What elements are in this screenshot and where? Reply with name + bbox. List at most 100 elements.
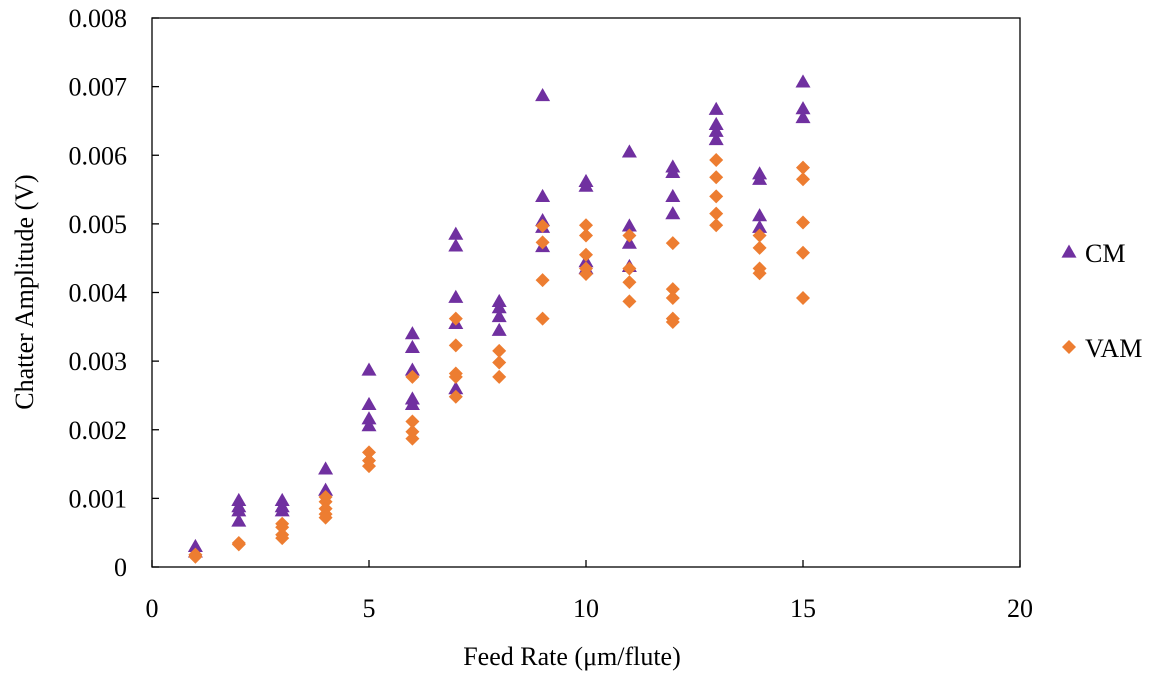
data-point-cm <box>274 503 290 517</box>
data-point-vam <box>622 228 637 243</box>
data-point-vam <box>665 290 680 305</box>
data-point-vam <box>362 445 376 460</box>
data-point-cm <box>708 116 724 130</box>
data-point-vam <box>665 282 680 297</box>
data-point-vam <box>796 245 810 260</box>
data-point-vam <box>492 355 507 370</box>
data-point-vam <box>492 343 507 358</box>
y-tick-label: 0.005 <box>69 210 128 239</box>
data-point-vam <box>492 369 507 384</box>
data-point-cm <box>448 381 464 395</box>
data-point-vam <box>665 315 680 330</box>
data-point-vam <box>579 228 593 243</box>
legend-item-vam: VAM <box>1062 334 1142 363</box>
data-point-vam <box>709 218 724 233</box>
x-tick-label: 10 <box>573 594 599 623</box>
data-point-cm <box>404 326 420 340</box>
data-point-vam <box>535 311 550 326</box>
data-point-cm <box>361 411 377 425</box>
data-point-vam <box>535 235 550 250</box>
x-tick-label: 15 <box>790 594 816 623</box>
data-point-vam <box>362 459 376 474</box>
y-axis-ticks: 0 0.001 0.002 0.003 0.004 0.005 0.006 0.007 0.00… <box>69 4 159 582</box>
data-point-cm <box>361 396 377 410</box>
data-point-cm <box>448 289 464 303</box>
data-point-cm <box>665 206 681 220</box>
y-tick-label: 0.007 <box>69 73 128 102</box>
series-vam <box>188 153 810 564</box>
data-point-vam <box>318 510 333 525</box>
data-point-vam <box>231 537 246 552</box>
data-point-vam <box>535 273 550 288</box>
data-point-cm <box>708 123 724 137</box>
x-tick-label: 20 <box>1007 594 1033 623</box>
data-point-vam <box>275 520 290 535</box>
data-point-vam <box>405 431 420 446</box>
x-tick-label: 5 <box>363 594 376 623</box>
legend-label: VAM <box>1085 334 1142 363</box>
data-point-cm <box>621 144 637 158</box>
data-point-vam <box>622 261 637 276</box>
legend-marker-cm <box>1061 244 1077 258</box>
data-point-vam <box>579 266 593 281</box>
data-point-vam <box>535 218 550 233</box>
data-point-vam <box>709 153 724 168</box>
data-point-vam <box>709 206 724 221</box>
data-point-cm <box>404 362 420 376</box>
data-point-vam <box>709 170 724 185</box>
legend-label: CM <box>1085 239 1125 268</box>
data-point-cm <box>752 219 768 233</box>
data-point-vam <box>796 172 810 187</box>
data-point-cm <box>231 503 247 517</box>
data-point-vam <box>579 247 593 262</box>
data-point-cm <box>752 171 768 185</box>
data-point-vam <box>448 311 463 326</box>
data-point-cm <box>404 396 420 410</box>
data-point-cm <box>361 418 377 432</box>
data-point-cm <box>404 339 420 354</box>
data-point-vam <box>752 228 767 243</box>
x-tick-label: 0 <box>146 594 159 623</box>
data-point-vam <box>752 266 767 281</box>
data-point-vam <box>579 218 593 233</box>
data-point-vam <box>796 160 810 175</box>
y-axis-title: Chatter Amplitude (V) <box>10 174 39 409</box>
data-point-cm <box>491 300 507 314</box>
data-point-vam <box>448 389 463 404</box>
data-point-cm <box>535 188 551 203</box>
x-axis-ticks: 0 5 10 15 20 <box>146 560 1033 623</box>
y-tick-label: 0.001 <box>69 484 128 513</box>
data-point-vam <box>448 369 463 384</box>
x-axis-title: Feed Rate (μm/flute) <box>463 642 681 671</box>
data-point-vam <box>665 236 680 251</box>
y-tick-label: 0.008 <box>69 4 128 33</box>
data-points <box>187 74 811 564</box>
data-point-vam <box>448 338 463 353</box>
data-point-cm <box>318 461 334 475</box>
data-point-vam <box>405 369 420 384</box>
data-point-vam <box>405 414 420 429</box>
data-point-vam <box>622 294 637 309</box>
y-tick-label: 0.004 <box>69 279 128 308</box>
data-point-cm <box>665 164 681 179</box>
plot-frame <box>151 17 1021 568</box>
data-point-cm <box>318 482 334 496</box>
data-point-cm <box>752 208 768 222</box>
data-point-cm <box>795 110 811 124</box>
data-point-vam <box>796 290 810 305</box>
data-point-vam <box>188 549 203 564</box>
data-point-cm <box>708 101 724 115</box>
data-point-cm <box>448 238 464 252</box>
data-point-cm <box>621 218 637 232</box>
data-point-cm <box>708 131 724 146</box>
legend: CM VAM <box>1061 239 1142 363</box>
data-point-vam <box>275 531 290 546</box>
y-tick-label: 0.003 <box>69 347 128 376</box>
legend-marker-vam <box>1062 340 1076 354</box>
data-point-cm <box>231 513 247 527</box>
y-tick-label: 0.002 <box>69 416 128 445</box>
data-point-cm <box>578 178 594 192</box>
y-tick-label: 0 <box>114 553 127 582</box>
data-point-vam <box>622 275 637 290</box>
